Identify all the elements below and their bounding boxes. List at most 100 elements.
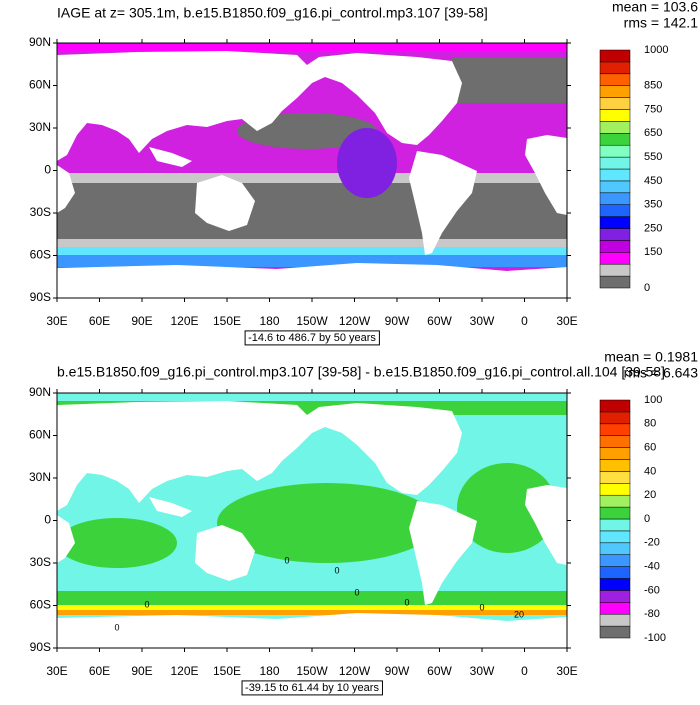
lat-label: 0 (44, 163, 51, 177)
lat-label: 60S (30, 248, 51, 262)
colorbar-label: 350 (644, 199, 662, 211)
contour-label: 0 (284, 555, 289, 565)
colorbar-box (599, 590, 631, 603)
contour-label: 0 (479, 602, 484, 612)
colorbar-box (599, 252, 631, 265)
colorbar-box (599, 483, 631, 496)
lat-label: 90N (29, 35, 51, 49)
colorbar-box (599, 192, 631, 205)
lon-label: 180 (259, 314, 279, 328)
colorbar-label: -100 (644, 632, 666, 644)
colorbar-box (599, 542, 631, 555)
range-box (241, 680, 383, 696)
colorbar-label: 450 (644, 175, 662, 187)
colorbar-box (599, 423, 631, 436)
colorbar-label: 100 (644, 394, 662, 406)
lon-label: 30E (46, 314, 67, 328)
lon-label: 30W (470, 314, 495, 328)
lon-label: 30E (556, 314, 577, 328)
colorbar-label: 550 (644, 151, 662, 163)
panel-title: b.e15.B1850.f09_g16.pi_control.mp3.107 [… (57, 364, 665, 380)
colorbar-box (599, 411, 631, 425)
colorbar-box (599, 109, 631, 122)
contour-label: 0 (354, 587, 359, 597)
colorbar-box (599, 275, 631, 289)
colorbar-box (599, 180, 631, 194)
range-box (244, 330, 380, 346)
colorbar-box (599, 133, 631, 146)
lon-label: 120E (170, 314, 198, 328)
colorbar-label: 40 (644, 465, 656, 477)
contour-label: 0 (334, 565, 339, 575)
lat-label: 60N (29, 78, 51, 92)
colorbar-box (599, 602, 631, 615)
lon-label: 150W (296, 664, 328, 678)
lon-label: 60E (89, 664, 110, 678)
colorbar-box (599, 566, 631, 579)
stat-label: mean = 103.6 (612, 0, 698, 15)
lat-label: 30S (30, 555, 51, 569)
colorbar-box (599, 49, 631, 63)
map-panel: b.e15.B1850.f09_g16.pi_control.mp3.107 [… (29, 349, 699, 696)
lon-label: 90W (385, 664, 410, 678)
lon-label: 60W (427, 314, 452, 328)
panel-title: IAGE at z= 305.1m, b.e15.B1850.f09_g16.p… (57, 5, 488, 21)
colorbar-label: -80 (644, 608, 660, 620)
colorbar-label: 250 (644, 222, 662, 234)
range-label: -14.6 to 486.7 by 50 years (248, 332, 376, 344)
stat-label: rms = 142.1 (624, 15, 699, 31)
colorbar-box (599, 73, 631, 86)
contour-label: 20 (514, 609, 524, 619)
range-label: -39.15 to 61.44 by 10 years (245, 682, 379, 694)
colorbar-box (599, 459, 631, 472)
colorbar-label: 0 (644, 282, 650, 294)
colorbar-box (599, 216, 631, 229)
colorbar-label: 1000 (644, 44, 668, 56)
colorbar-box (599, 85, 631, 98)
colorbar-label: 20 (644, 489, 656, 501)
lon-label: 60E (89, 314, 110, 328)
lon-label: 90E (131, 314, 152, 328)
lon-label: 120E (170, 664, 198, 678)
lon-label: 180 (259, 664, 279, 678)
stat-label: rms = 6.643 (624, 365, 699, 381)
colorbar-box (599, 61, 631, 75)
lat-label: 60N (29, 428, 51, 442)
colorbar-box (599, 228, 631, 241)
colorbar-label: -60 (644, 584, 660, 596)
colorbar-box (599, 578, 631, 591)
lon-label: 60W (427, 664, 452, 678)
colorbar-box (599, 613, 631, 627)
stat-label: mean = 0.1981 (604, 349, 698, 365)
colorbar-label: -20 (644, 537, 660, 549)
lon-label: 30E (556, 664, 577, 678)
lat-label: 0 (44, 513, 51, 527)
colorbar-box (599, 447, 631, 460)
lon-label: 120W (339, 314, 371, 328)
colorbar-box (599, 530, 631, 544)
colorbar-box (599, 97, 631, 110)
lat-label: 60S (30, 598, 51, 612)
colorbar-label: 0 (644, 513, 650, 525)
lat-label: 30N (29, 120, 51, 134)
lat-label: 90S (30, 640, 51, 654)
colorbar-label: 650 (644, 127, 662, 139)
lon-label: 150E (213, 314, 241, 328)
lon-label: 30E (46, 664, 67, 678)
lon-label: 150W (296, 314, 328, 328)
lon-label: 90W (385, 314, 410, 328)
colorbar-box (599, 554, 631, 567)
colorbar-label: -40 (644, 561, 660, 573)
colorbar-box (599, 144, 631, 158)
lat-label: 30N (29, 470, 51, 484)
colorbar-box (599, 168, 631, 182)
colorbar-box (599, 399, 631, 413)
map-panel: IAGE at z= 305.1m, b.e15.B1850.f09_g16.p… (29, 0, 699, 346)
lon-label: 150E (213, 664, 241, 678)
colorbar-box (599, 121, 631, 134)
colorbar-label: 60 (644, 442, 656, 454)
colorbar-box (599, 204, 631, 217)
lon-label: 30W (470, 664, 495, 678)
